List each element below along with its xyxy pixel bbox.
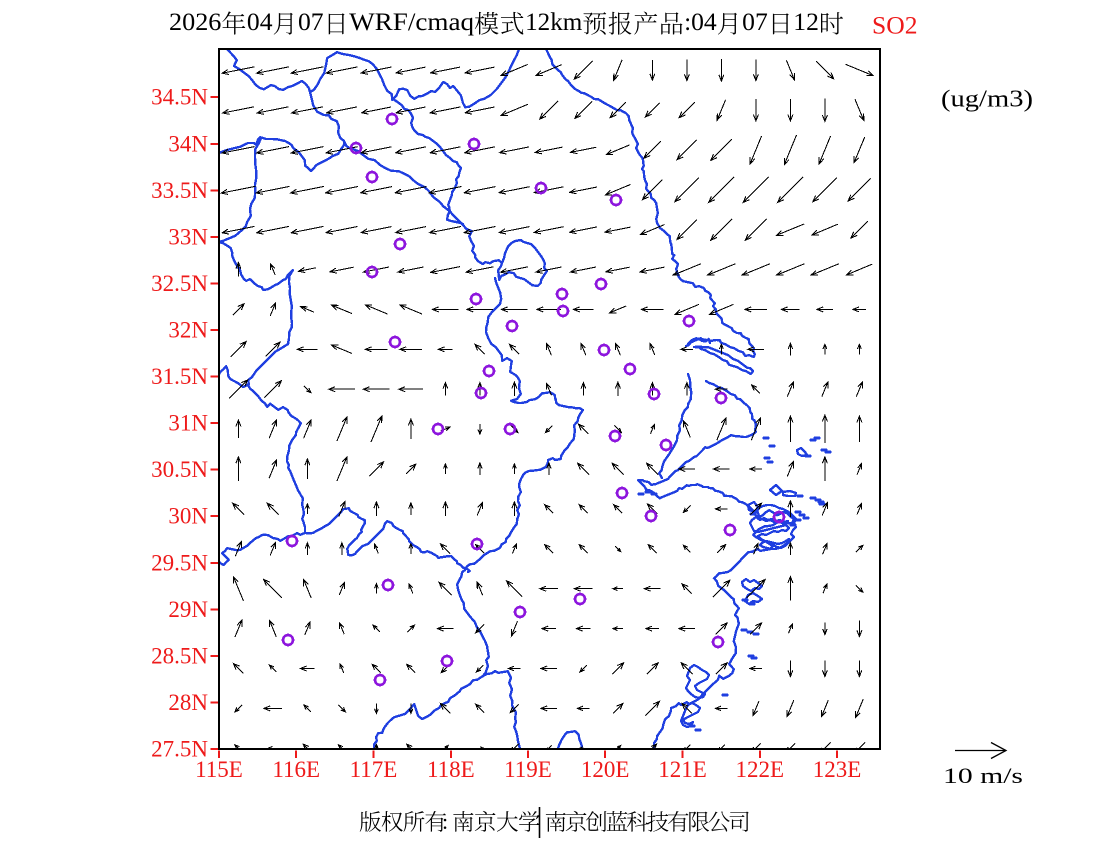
svg-text:30.5N: 30.5N [151, 457, 208, 482]
svg-text:34N: 34N [168, 131, 208, 156]
svg-text:(ug/m3): (ug/m3) [941, 87, 1033, 113]
svg-text:32.5N: 32.5N [151, 271, 208, 296]
svg-text:27.5N: 27.5N [151, 737, 208, 762]
svg-text:116E: 116E [272, 757, 320, 782]
svg-text:07: 07 [742, 9, 768, 36]
svg-text:10 m/s: 10 m/s [943, 763, 1023, 788]
svg-text:12: 12 [793, 9, 819, 36]
svg-text:28N: 28N [168, 690, 208, 715]
svg-text::: : [442, 809, 448, 834]
svg-text:121E: 121E [658, 757, 707, 782]
svg-text:28.5N: 28.5N [151, 643, 208, 668]
svg-text:117E: 117E [350, 757, 398, 782]
svg-text:122E: 122E [736, 757, 785, 782]
svg-text:31.5N: 31.5N [151, 364, 208, 389]
svg-text:33.5N: 33.5N [151, 178, 208, 203]
svg-text:123E: 123E [813, 757, 862, 782]
svg-text:04: 04 [691, 9, 717, 36]
svg-text:119E: 119E [504, 757, 552, 782]
svg-text::: : [684, 9, 691, 36]
svg-text:2026: 2026 [169, 9, 221, 36]
svg-text:04: 04 [247, 9, 273, 36]
svg-text:32N: 32N [168, 318, 208, 343]
svg-text:30N: 30N [168, 504, 208, 529]
svg-text:31N: 31N [168, 411, 208, 436]
svg-text:120E: 120E [581, 757, 630, 782]
svg-text:29N: 29N [168, 597, 208, 622]
svg-text:115E: 115E [195, 757, 243, 782]
svg-text:SO2: SO2 [872, 13, 918, 40]
svg-text:WRF/cmaq: WRF/cmaq [349, 9, 475, 36]
svg-text:33N: 33N [168, 224, 208, 249]
svg-text:118E: 118E [427, 757, 475, 782]
svg-text:12km: 12km [525, 9, 583, 36]
svg-text:29.5N: 29.5N [151, 550, 208, 575]
svg-text:07: 07 [298, 9, 324, 36]
svg-text:34.5N: 34.5N [151, 85, 208, 110]
